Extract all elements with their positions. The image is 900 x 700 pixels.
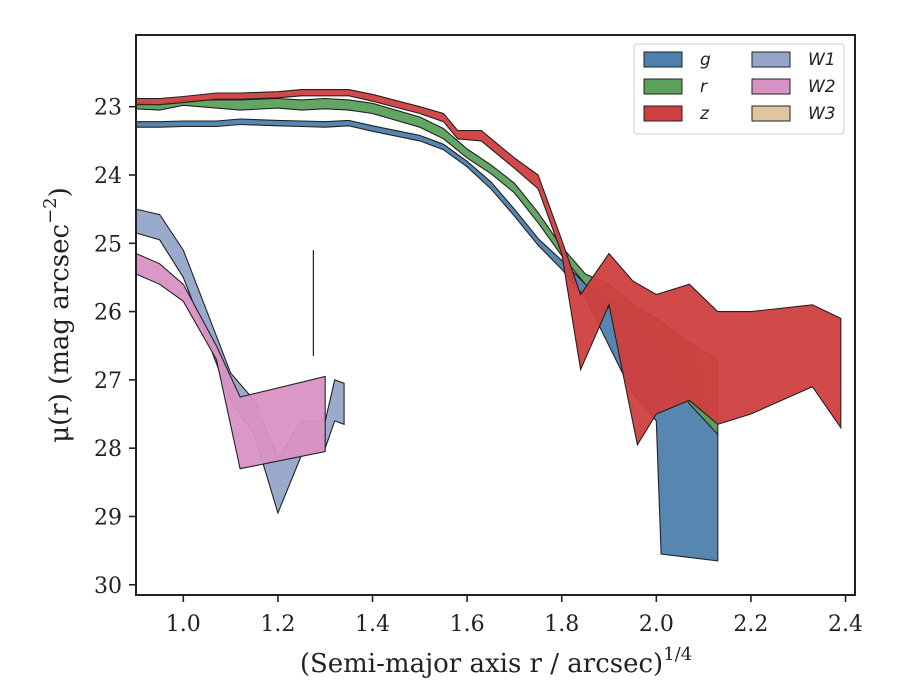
legend-label-z: z [699, 104, 710, 124]
x-tick-label: 1.6 [450, 612, 485, 637]
y-axis-ticks: 23 24 25 26 27 28 29 30 [94, 96, 136, 599]
legend: grz W1 W2 W3 [633, 43, 845, 135]
legend-label-w1: W1 [808, 50, 836, 70]
series-area-z [135, 89, 842, 447]
legend-label-w3: W3 [808, 104, 836, 124]
x-axis-ticks: 1.0 1.2 1.4 1.6 1.8 2.0 2.2 2.4 [166, 595, 863, 637]
x-axis-title: (Semi-major axis r / arcsec)1/4 [300, 644, 692, 679]
y-tick-label: 23 [94, 96, 122, 121]
series-area-r [135, 97, 719, 436]
legend-swatch-w1 [751, 51, 791, 68]
x-tick-label: 1.2 [260, 612, 295, 637]
x-tick-label: 2.2 [733, 612, 768, 637]
legend-swatch-w3 [751, 105, 791, 122]
legend-swatch-r [643, 78, 683, 95]
y-tick-label: 24 [94, 164, 122, 189]
x-tick-label: 2.0 [639, 612, 674, 637]
legend-swatch-z [643, 105, 683, 122]
y-tick-label: 28 [94, 437, 122, 462]
legend-swatch-w2 [751, 78, 791, 95]
x-tick-label: 1.4 [355, 612, 390, 637]
y-tick-label: 29 [94, 505, 122, 530]
x-tick-label: 1.8 [544, 612, 579, 637]
x-tick-label: 2.4 [828, 612, 863, 637]
legend-label-w2: W2 [808, 77, 836, 97]
y-tick-label: 25 [94, 232, 122, 257]
y-tick-label: 26 [94, 301, 122, 326]
series-area-g [135, 118, 719, 562]
legend-label-r: r [700, 77, 708, 97]
y-tick-label: 30 [94, 574, 122, 599]
legend-box [633, 43, 845, 135]
series-area-w2 [135, 252, 326, 470]
x-tick-label: 1.0 [166, 612, 201, 637]
y-axis-title: μ(r) (mag arcsec−2) [40, 187, 75, 443]
legend-label-g: g [700, 50, 711, 70]
plot-frame [135, 34, 856, 596]
series-areas [135, 89, 842, 562]
legend-swatch-g [643, 51, 683, 68]
y-tick-label: 27 [94, 369, 122, 394]
